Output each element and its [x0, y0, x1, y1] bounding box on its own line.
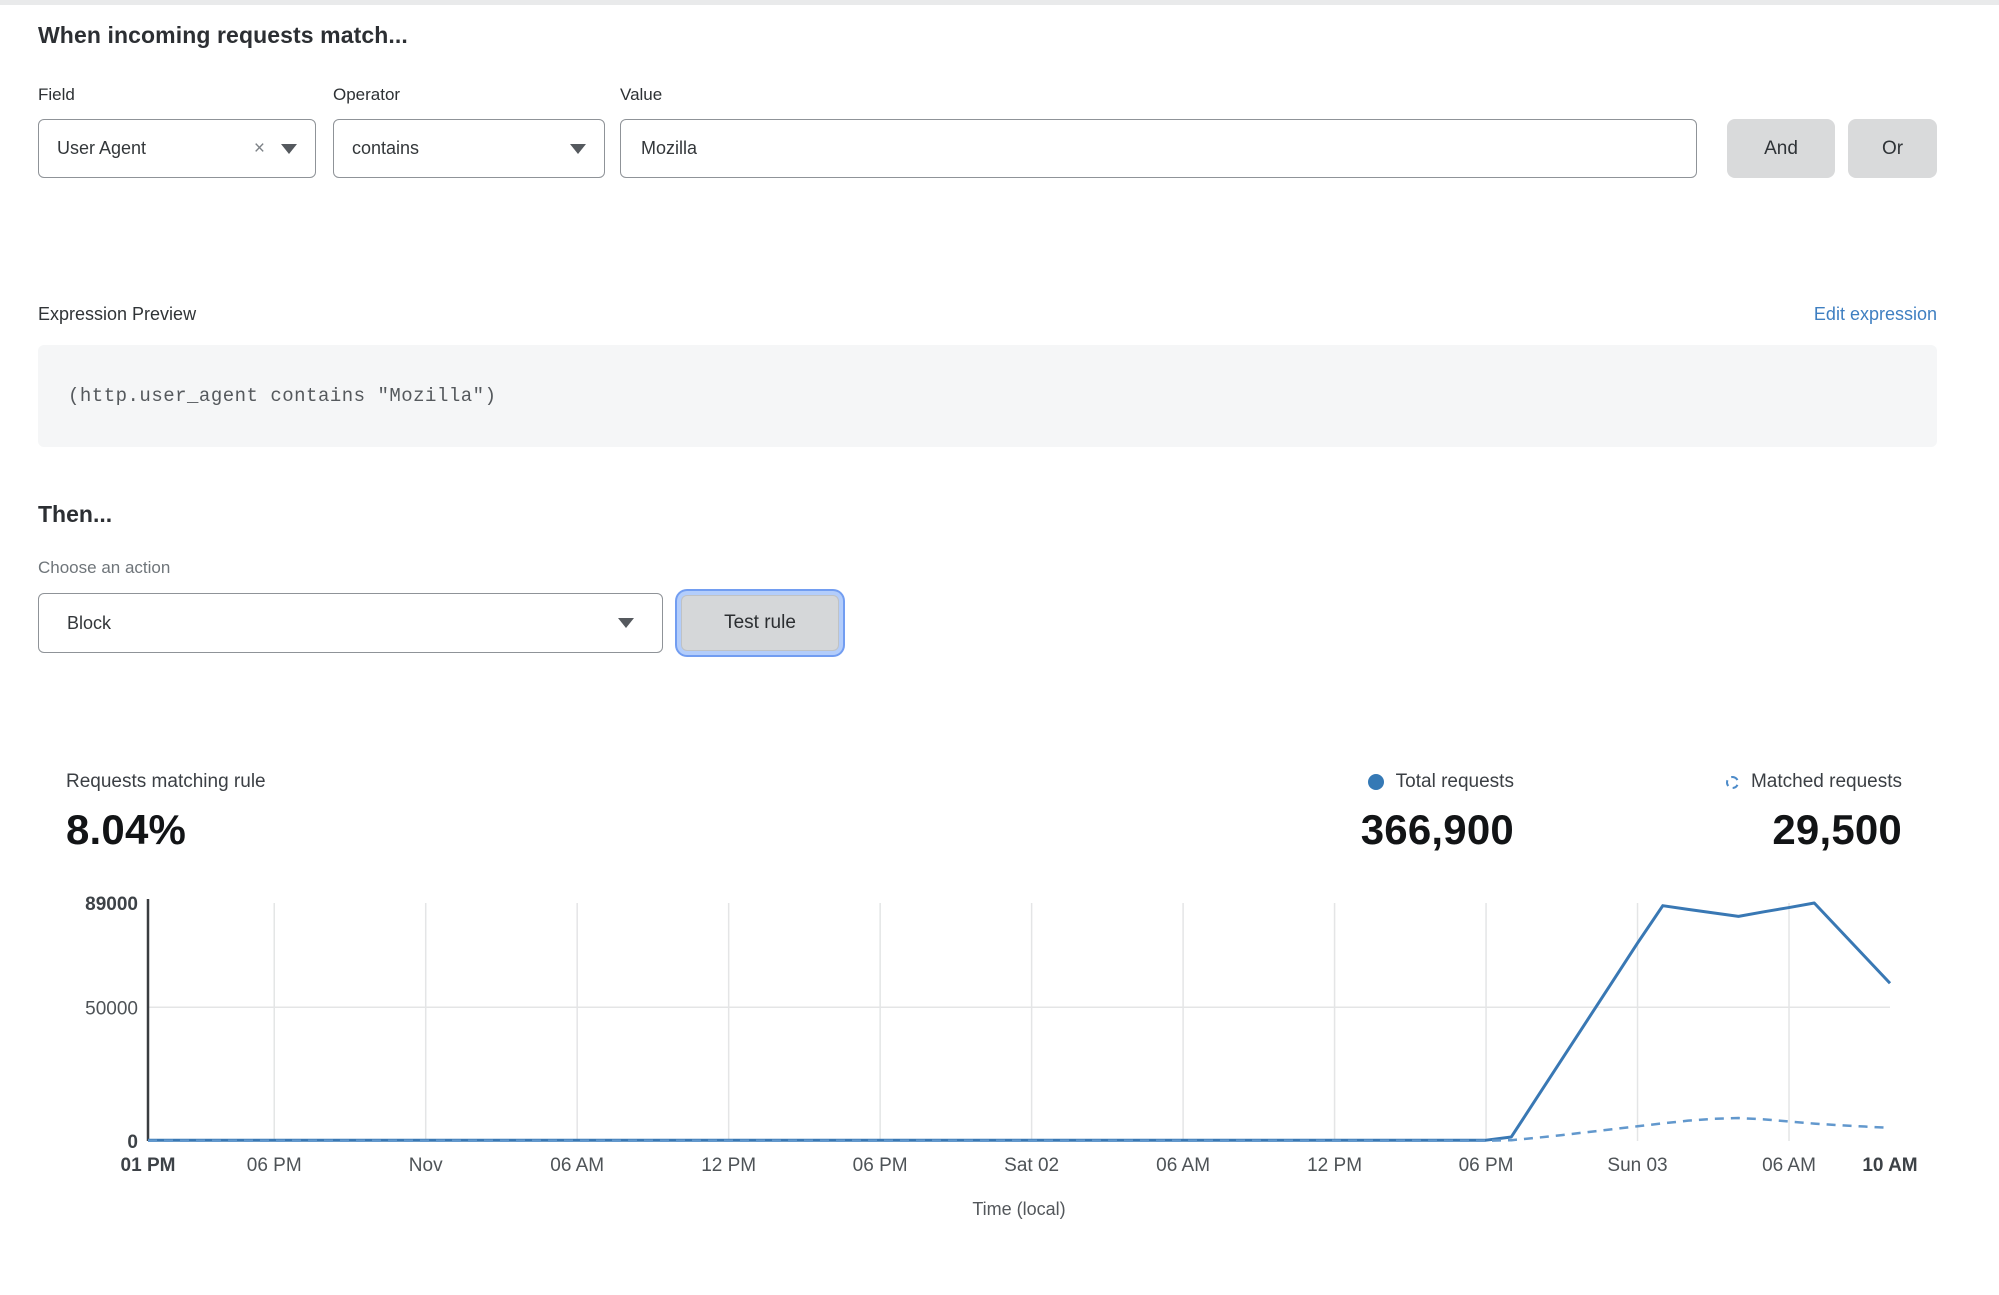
- expression-preview-label: Expression Preview: [38, 304, 197, 324]
- chart-x-tick-label: 10 AM: [1862, 1155, 1917, 1176]
- requests-chart: 89000 50000 001 PM 06 PM Nov 06 AM 12 PM 06 PM S…: [85, 894, 1917, 1219]
- matched-requests-line: [148, 1116, 1891, 1142]
- field-label: Field: [38, 85, 75, 104]
- action-select[interactable]: Block: [38, 593, 663, 653]
- total-requests-dot-icon: [1367, 774, 1384, 790]
- total-requests-value: 366,900: [1360, 806, 1514, 853]
- value-label: Value: [620, 85, 663, 104]
- chart-x-tick-label: 06 AM: [550, 1155, 604, 1176]
- then-heading: Then...: [38, 501, 113, 527]
- chart-x-tick-label: 12 PM: [1307, 1155, 1362, 1176]
- or-button[interactable]: Or: [1848, 119, 1937, 178]
- expression-preview-box: (http.user_agent contains "Mozilla"): [38, 345, 1937, 447]
- chart-x-tick-label: Nov: [409, 1155, 443, 1176]
- top-edge-strip: [0, 0, 1999, 5]
- chart-y-tick-label: 0: [127, 1132, 138, 1153]
- matched-requests-dashed-circle-icon: [1725, 775, 1739, 789]
- requests-matching-value: 8.04%: [66, 806, 187, 853]
- and-button[interactable]: And: [1727, 119, 1835, 178]
- chart-y-tick-label: 89000: [85, 894, 138, 915]
- chart-x-tick-label: 06 PM: [247, 1155, 302, 1176]
- chart-x-axis-title: Time (local): [972, 1199, 1065, 1219]
- total-requests-line: [148, 901, 1892, 1142]
- edit-expression-link[interactable]: Edit expression: [1813, 304, 1937, 324]
- choose-action-label: Choose an action: [38, 558, 171, 577]
- requests-matching-label: Requests matching rule: [66, 771, 266, 792]
- chart-x-tick-label: 06 PM: [853, 1155, 908, 1176]
- value-input[interactable]: [620, 119, 1697, 178]
- operator-label: Operator: [333, 85, 401, 104]
- expression-code: (http.user_agent contains "Mozilla"): [68, 385, 497, 407]
- chart-x-tick-label: 06 AM: [1762, 1155, 1816, 1176]
- match-heading: When incoming requests match...: [38, 22, 408, 48]
- total-requests-label: Total requests: [1395, 771, 1514, 792]
- chevron-down-icon[interactable]: [281, 143, 297, 154]
- chevron-down-icon[interactable]: [618, 618, 634, 628]
- matched-requests-value: 29,500: [1772, 806, 1902, 853]
- rule-builder-panel: When incoming requests match... Field Us…: [38, 22, 1937, 1238]
- chart-x-tick-label: 06 AM: [1156, 1155, 1210, 1176]
- action-select-value: Block: [67, 612, 112, 633]
- chart-x-tick-label: Sat 02: [1004, 1155, 1059, 1176]
- chevron-down-icon[interactable]: [570, 143, 586, 154]
- clear-icon[interactable]: ×: [253, 138, 265, 159]
- chart-x-tick-label: Sun 03: [1607, 1155, 1667, 1176]
- field-select-value: User Agent: [57, 138, 147, 158]
- test-rule-button[interactable]: Test rule: [681, 595, 839, 651]
- chart-x-tick-label: 12 PM: [701, 1155, 756, 1176]
- chart-x-tick-label: 06 PM: [1459, 1155, 1514, 1176]
- chart-x-tick-label: 01 PM: [121, 1155, 176, 1176]
- field-select[interactable]: User Agent ×: [38, 119, 316, 178]
- chart-y-tick-label: 50000: [85, 998, 138, 1019]
- operator-select-value: contains: [352, 138, 420, 158]
- condition-row: Field User Agent × Operator contains Val…: [38, 85, 1937, 178]
- operator-select[interactable]: contains: [333, 119, 605, 178]
- matched-requests-label: Matched requests: [1750, 771, 1902, 792]
